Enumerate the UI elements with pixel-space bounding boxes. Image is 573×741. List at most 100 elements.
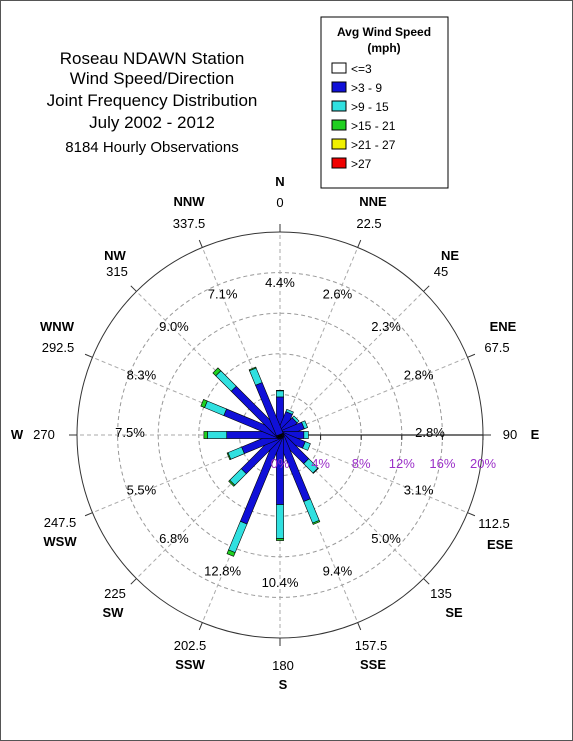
- wind-bar-se: [312, 467, 319, 474]
- direction-name-nne: NNE: [359, 194, 387, 209]
- direction-name-nw: NW: [104, 248, 126, 263]
- direction-name-s: S: [279, 677, 288, 692]
- direction-spoke: [279, 434, 359, 623]
- wind-bar-sw: [228, 479, 236, 487]
- direction-degrees-nw: 315: [106, 264, 128, 279]
- legend-swatch: [331, 81, 347, 93]
- legend-swatch: [331, 138, 347, 150]
- frequency-label-ese: 3.1%: [404, 482, 434, 497]
- frequency-label-ssw: 12.8%: [204, 564, 241, 579]
- outer-tick: [357, 239, 362, 248]
- frequency-label-w: 7.5%: [115, 425, 145, 440]
- direction-degrees-sw: 225: [104, 586, 126, 601]
- wind-bar-ene: [301, 420, 309, 430]
- outer-tick: [130, 578, 137, 585]
- legend-label: >9 - 15: [351, 100, 389, 114]
- direction-spoke: [279, 434, 468, 514]
- frequency-label-e: 2.8%: [415, 425, 445, 440]
- wind-bar-wsw: [226, 452, 232, 461]
- wind-bar-ne: [291, 415, 300, 424]
- title-line-2: Wind Speed/Direction: [70, 69, 234, 88]
- outer-tick: [198, 239, 203, 248]
- direction-spoke: [201, 247, 281, 436]
- direction-degrees-ese: 112.5: [478, 516, 510, 531]
- direction-spoke: [279, 434, 424, 579]
- wind-bar-s: [276, 504, 284, 539]
- direction-degrees-w: 270: [33, 427, 55, 442]
- wind-bar-s: [276, 538, 284, 541]
- outer-tick: [357, 622, 362, 631]
- legend-swatch: [331, 119, 347, 131]
- wind-bar-wnw: [204, 400, 227, 416]
- outer-tick: [84, 512, 93, 517]
- direction-spoke: [92, 356, 281, 436]
- legend-swatch: [331, 157, 347, 169]
- legend-swatch: [331, 100, 347, 112]
- direction-name-ese: ESE: [487, 537, 513, 552]
- legend-label: >3 - 9: [351, 81, 382, 95]
- title-line-4: July 2002 - 2012: [89, 113, 215, 132]
- frequency-label-sse: 9.4%: [323, 564, 353, 579]
- direction-name-sse: SSE: [360, 657, 386, 672]
- frequency-label-nne: 2.6%: [323, 286, 353, 301]
- frequency-label-s: 10.4%: [262, 575, 299, 590]
- frequency-label-se: 5.0%: [371, 531, 401, 546]
- legend-swatch: [331, 62, 347, 74]
- wind-bar-e: [303, 431, 309, 439]
- legend: Avg Wind Speed (mph) <=3 >3 - 9 >9 - 15 >15…: [320, 16, 449, 189]
- direction-name-sw: SW: [103, 605, 125, 620]
- radial-tick-label: 20%: [470, 456, 496, 471]
- direction-name-n: N: [275, 174, 284, 189]
- direction-name-ne: NE: [441, 248, 459, 263]
- frequency-label-nnw: 7.1%: [208, 286, 238, 301]
- title-line-1: Roseau NDAWN Station: [60, 49, 245, 68]
- outer-tick: [130, 285, 137, 292]
- wind-bar-w: [207, 431, 228, 439]
- wind-bar-wsw: [227, 446, 245, 460]
- direction-name-wsw: WSW: [43, 534, 77, 549]
- outer-tick: [467, 353, 476, 358]
- radial-tick-label: 8%: [352, 456, 371, 471]
- direction-spoke: [136, 291, 281, 436]
- direction-degrees-se: 135: [430, 586, 452, 601]
- direction-spoke: [92, 434, 281, 514]
- frequency-label-wnw: 8.3%: [127, 368, 157, 383]
- wind-bar-n: [276, 390, 284, 392]
- wind-bar-ese: [302, 441, 311, 451]
- direction-degrees-wsw: 247.5: [44, 515, 77, 530]
- frequency-label-nw: 9.0%: [159, 319, 189, 334]
- legend-title-line-2: (mph): [367, 41, 400, 55]
- direction-name-ene: ENE: [490, 319, 517, 334]
- direction-degrees-ne: 45: [434, 264, 448, 279]
- frequency-label-sw: 6.8%: [159, 531, 189, 546]
- wind-bar-wnw: [200, 399, 208, 409]
- wind-bar-nw: [212, 367, 222, 377]
- radial-tick-label: 12%: [389, 456, 415, 471]
- wind-bar-sse: [303, 498, 320, 524]
- wind-rose-plot: 0% 4% 8% 12% 16% 20% 4.4% 2.6% 2.3% 2.8% 2.8% 3.1%…: [11, 174, 540, 692]
- radial-tick-label: 4%: [311, 456, 330, 471]
- outer-tick: [423, 578, 430, 585]
- wind-bar-nnw: [249, 367, 263, 386]
- wind-bar-nne: [285, 408, 294, 415]
- wind-bar-n: [276, 390, 284, 398]
- frequency-label-ene: 2.8%: [404, 368, 434, 383]
- direction-name-w: W: [11, 427, 24, 442]
- direction-degrees-wnw: 292.5: [42, 340, 75, 355]
- title-line-3: Joint Frequency Distribution: [47, 91, 258, 110]
- wind-bar-ssw: [226, 549, 236, 557]
- direction-degrees-sse: 157.5: [355, 638, 388, 653]
- direction-name-se: SE: [445, 605, 463, 620]
- direction-degrees-n: 0: [276, 195, 283, 210]
- legend-title-line-1: Avg Wind Speed: [337, 25, 431, 39]
- direction-degrees-nne: 22.5: [356, 216, 381, 231]
- chart-title: Roseau NDAWN Station Wind Speed/Directio…: [47, 49, 258, 156]
- radial-tick-label: 0%: [271, 456, 290, 471]
- wind-bar-w: [203, 431, 208, 439]
- wind-bar-ssw: [228, 520, 248, 554]
- direction-spoke: [136, 434, 281, 579]
- direction-name-e: E: [531, 427, 540, 442]
- frequency-label-n: 4.4%: [265, 275, 295, 290]
- frequency-label-ne: 2.3%: [371, 319, 401, 334]
